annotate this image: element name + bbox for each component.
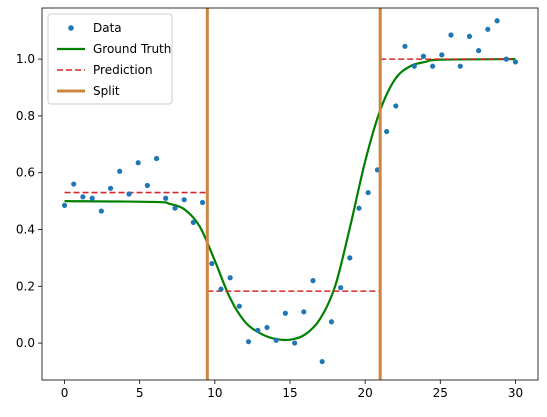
data-point <box>172 205 178 211</box>
data-point <box>356 205 362 211</box>
axes: 0 5 10 15 20 25 30 0.0 0.2 0.4 0.6 0.8 1.0 <box>16 7 539 400</box>
data-point <box>512 59 519 65</box>
y-tick-label: 0.2 <box>16 279 35 293</box>
legend-label: Ground Truth <box>93 42 171 56</box>
data-point <box>448 32 454 38</box>
data-point <box>163 195 169 201</box>
data-point <box>190 219 196 225</box>
x-tick-label: 0 <box>61 386 69 400</box>
data-point <box>310 278 316 284</box>
data-point <box>209 260 215 267</box>
legend-marker-data <box>68 25 74 31</box>
data-point <box>255 327 261 333</box>
data-point <box>98 208 104 214</box>
y-tick-label: 0.0 <box>16 336 35 350</box>
legend-label: Data <box>93 21 122 35</box>
data-point <box>430 63 436 69</box>
data-point <box>420 53 427 59</box>
x-tick-label: 25 <box>433 386 448 400</box>
data-point <box>439 52 445 58</box>
data-point <box>328 319 335 325</box>
data-point <box>199 199 206 206</box>
data-point <box>457 63 463 69</box>
data-point <box>80 194 86 200</box>
data-point <box>89 195 95 201</box>
data-point <box>411 63 417 69</box>
data-point <box>71 181 77 187</box>
ground-truth-line <box>64 58 516 342</box>
x-tick-label: 20 <box>358 386 373 400</box>
data-point <box>476 47 482 54</box>
data-point <box>135 160 141 166</box>
data-point <box>61 202 68 208</box>
data-point <box>117 168 123 174</box>
legend-label: Split <box>93 84 120 98</box>
data-point <box>144 182 150 189</box>
data-point <box>126 191 132 197</box>
legend-label: Prediction <box>93 63 153 77</box>
legend: Data Ground Truth Prediction Split <box>47 13 173 105</box>
y-tick-label: 0.4 <box>16 222 35 236</box>
data-point <box>338 285 344 291</box>
x-tick-label: 15 <box>282 386 297 400</box>
data-point <box>402 43 408 49</box>
data-point <box>319 358 325 365</box>
x-tick-label: 10 <box>207 386 222 400</box>
data-point <box>264 324 270 331</box>
data-point <box>107 185 114 191</box>
y-tick-label: 1.0 <box>16 52 35 66</box>
data-point <box>282 310 288 316</box>
data-point <box>494 18 500 24</box>
data-point <box>384 128 390 135</box>
data-point <box>301 309 307 315</box>
x-tick-label: 5 <box>136 386 144 400</box>
x-tick-label: 30 <box>508 386 523 400</box>
data-point <box>181 197 187 203</box>
data-point <box>273 337 279 343</box>
data-point <box>365 189 371 196</box>
y-tick-label: 0.6 <box>16 166 35 180</box>
data-point <box>245 339 252 345</box>
y-tick-label: 0.8 <box>16 109 35 123</box>
data-point <box>503 56 509 62</box>
legend-box <box>47 13 173 105</box>
plot-area <box>61 8 519 380</box>
data-point <box>218 286 224 292</box>
data-point <box>393 103 399 109</box>
data-point <box>466 33 473 39</box>
data-point <box>347 255 353 261</box>
data-point <box>227 275 233 281</box>
data-point <box>236 303 242 309</box>
data-point <box>485 26 491 32</box>
data-point <box>292 340 298 346</box>
data-point <box>153 155 160 162</box>
